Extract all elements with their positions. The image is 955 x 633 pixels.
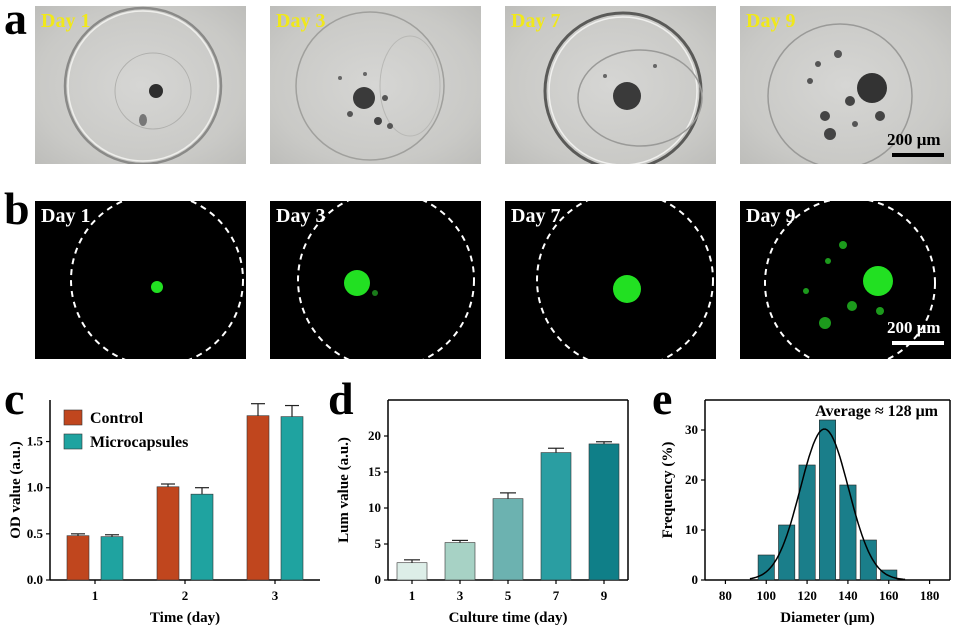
x-tick-label: 160 <box>879 588 899 603</box>
legend-swatch <box>63 433 83 450</box>
brightfield-image-day-1: Day 1 <box>35 6 246 164</box>
day-label: Day 1 <box>41 205 91 227</box>
scale-bar-label: 200 μm <box>887 318 941 337</box>
x-tick-label: 3 <box>272 588 279 603</box>
bar-microcapsules <box>280 416 304 581</box>
panel-label-e: e <box>652 373 673 424</box>
panel-label-c: c <box>4 373 25 424</box>
legend-label: Microcapsules <box>90 434 188 451</box>
panel-label-a: a <box>4 0 27 44</box>
x-tick-label: 140 <box>838 588 858 603</box>
x-tick-label: 1 <box>409 588 416 603</box>
y-tick-label: 0 <box>375 572 382 587</box>
x-tick-label: 3 <box>457 588 464 603</box>
y-tick-label: 5 <box>375 536 382 551</box>
bar <box>396 562 428 581</box>
histogram-bar <box>859 539 877 581</box>
gaussian-fit-curve <box>749 428 906 581</box>
bar-microcapsules <box>100 536 124 581</box>
legend-label: Control <box>90 410 144 427</box>
x-tick-label: 120 <box>797 588 817 603</box>
bar <box>540 452 572 581</box>
histogram-bar <box>839 484 857 581</box>
x-tick-label: 1 <box>92 588 99 603</box>
bar <box>588 443 620 581</box>
x-tick-label: 7 <box>553 588 560 603</box>
y-axis-title: Lum value (a.u.) <box>336 437 352 543</box>
y-tick-label: 30 <box>685 422 698 437</box>
day-label: Day 7 <box>511 205 561 227</box>
y-tick-label: 0.5 <box>27 526 44 541</box>
y-tick-label: 20 <box>685 472 698 487</box>
x-axis-title: Diameter (μm) <box>780 610 874 626</box>
x-tick-label: 2 <box>182 588 189 603</box>
day-label: Day 9 <box>746 10 796 32</box>
day-label: Day 7 <box>511 10 561 32</box>
day-label: Day 3 <box>276 10 326 32</box>
average-annotation: Average ≈ 128 μm <box>815 403 939 420</box>
histogram-bar <box>757 554 775 581</box>
y-tick-label: 1.5 <box>27 434 44 449</box>
fluorescence-image-day-7: Day 7 <box>505 201 716 359</box>
y-tick-label: 20 <box>368 428 381 443</box>
brightfield-image-day-9: Day 9 200 μm <box>740 6 951 164</box>
y-tick-label: 15 <box>368 464 382 479</box>
y-tick-label: 0 <box>692 572 699 587</box>
x-tick-label: 9 <box>601 588 608 603</box>
day-label: Day 3 <box>276 205 326 227</box>
y-axis-title: Frequency (%) <box>660 442 676 539</box>
scale-bar-label: 200 μm <box>887 130 941 149</box>
brightfield-image-day-3: Day 3 <box>270 6 481 164</box>
scale-bar <box>892 341 944 345</box>
x-tick-label: 80 <box>719 588 732 603</box>
x-axis-title: Time (day) <box>150 610 220 626</box>
y-tick-label: 10 <box>368 500 381 515</box>
fluorescence-image-day-9: Day 9 200 μm <box>740 201 951 359</box>
y-tick-label: 0.0 <box>27 572 43 587</box>
histogram-bar <box>778 524 796 581</box>
panel-label-d: d <box>328 373 354 424</box>
x-tick-label: 5 <box>505 588 512 603</box>
fluorescence-image-day-1: Day 1 <box>35 201 246 359</box>
brightfield-image-day-7: Day 7 <box>505 6 716 164</box>
y-tick-label: 10 <box>685 522 698 537</box>
fluorescence-image-day-3: Day 3 <box>270 201 481 359</box>
bar-control <box>246 415 270 581</box>
day-label: Day 9 <box>746 205 796 227</box>
x-tick-label: 180 <box>920 588 940 603</box>
bar-microcapsules <box>190 493 214 581</box>
scale-bar <box>892 153 944 157</box>
x-tick-label: 100 <box>757 588 777 603</box>
y-axis-title: OD value (a.u.) <box>8 441 24 539</box>
bar-control <box>66 535 90 581</box>
y-tick-label: 1.0 <box>27 480 43 495</box>
bar <box>492 498 524 581</box>
bar <box>444 542 476 581</box>
day-label: Day 1 <box>41 10 91 32</box>
panel-label-b: b <box>4 183 30 234</box>
legend-swatch <box>63 409 83 426</box>
x-axis-title: Culture time (day) <box>449 610 568 626</box>
histogram-bar <box>819 419 836 581</box>
bar-control <box>156 486 180 581</box>
